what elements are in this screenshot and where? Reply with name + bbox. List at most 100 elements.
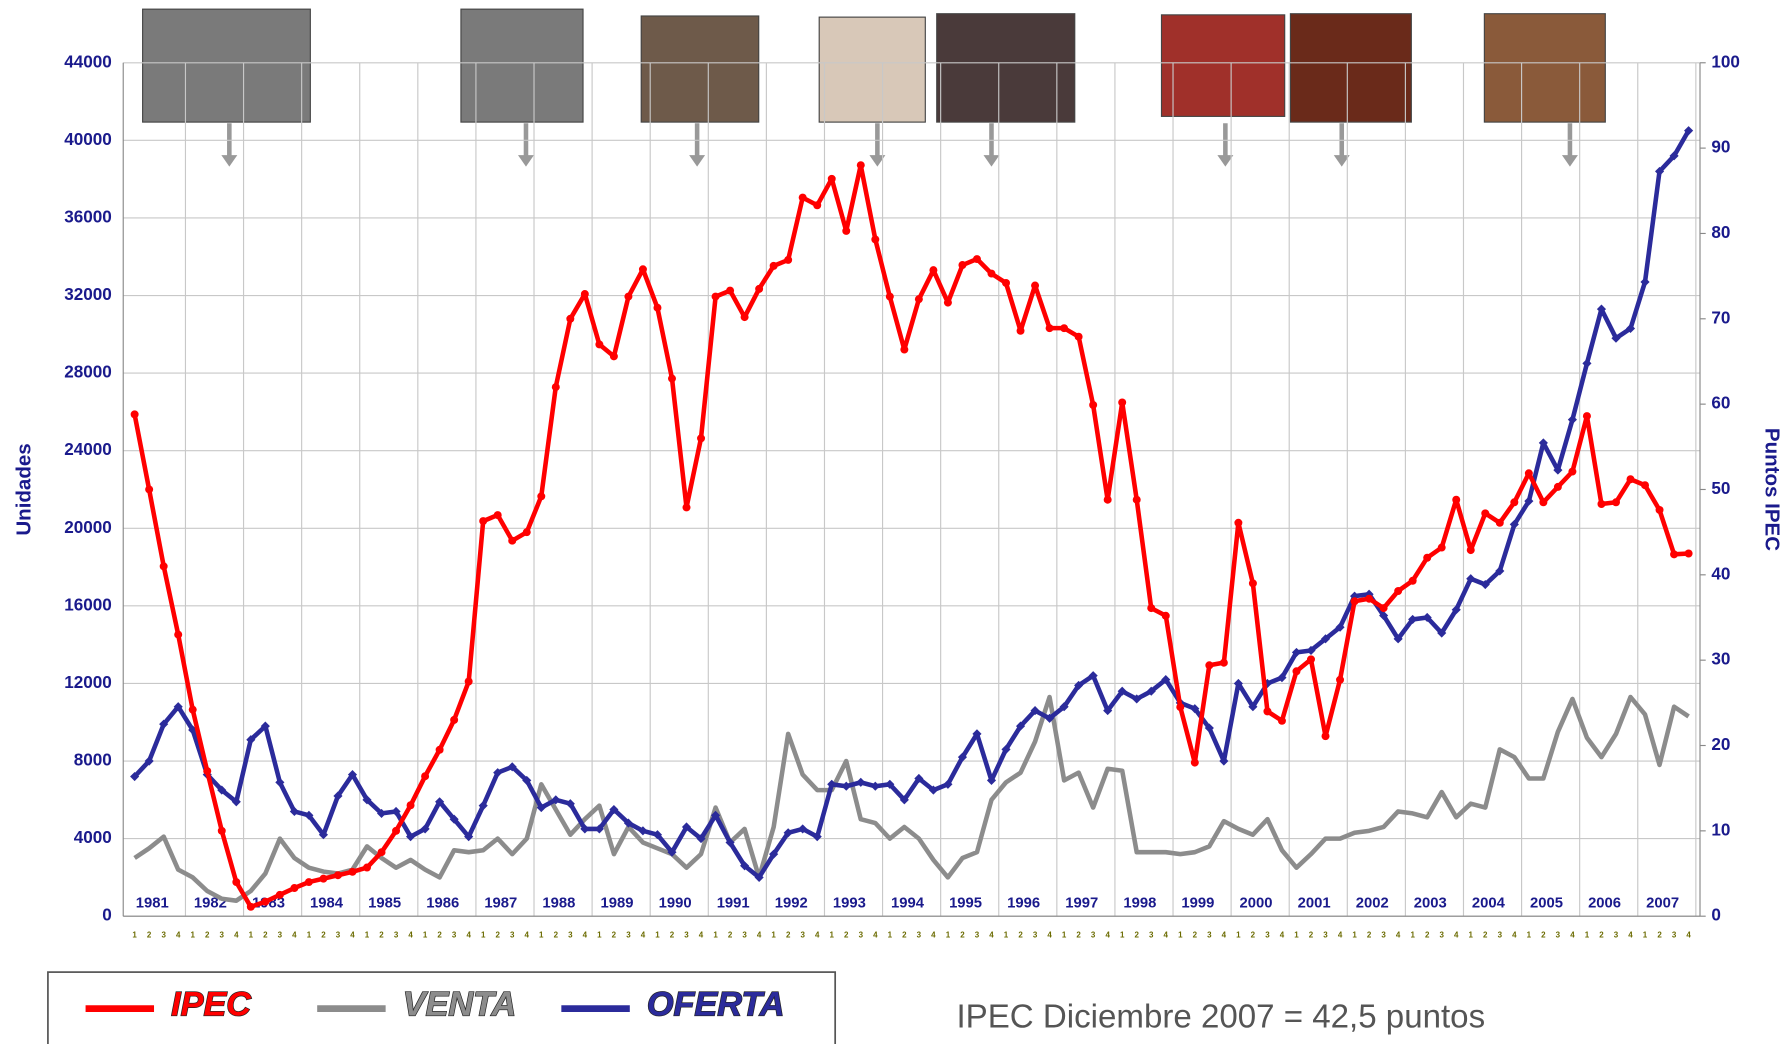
quarter-label: 1 [1062,931,1067,940]
point [1307,655,1315,664]
point [406,801,415,810]
point [145,485,154,494]
point [536,803,546,813]
point [1248,702,1258,712]
legend-label: VENTA [403,985,516,1023]
point [900,345,909,354]
point [217,785,227,795]
point [1074,332,1083,341]
quarter-label: 2 [263,931,268,940]
year-label: 1996 [1007,896,1040,912]
quarter-label: 3 [917,931,922,940]
quarter-label: 2 [147,931,152,940]
year-label: 2004 [1472,896,1506,912]
point [784,255,793,264]
point [261,897,270,906]
year-label: 1998 [1123,896,1156,912]
year-label: 1992 [775,896,808,912]
point [871,235,880,244]
point [856,161,865,170]
quarter-label: 3 [742,931,747,940]
quarter-label: 3 [161,931,166,940]
point [1074,680,1084,690]
point [217,826,226,835]
point [1553,482,1562,491]
quarter-label: 2 [1599,931,1604,940]
quarter-label: 4 [1512,931,1517,940]
y-axis-label: Unidades [13,443,36,535]
y-tick-label: 40000 [64,130,112,149]
point [333,871,342,880]
quarter-label: 4 [525,931,530,940]
point [682,503,691,512]
quarter-label: 4 [815,931,820,940]
quarter-label: 3 [1033,931,1038,940]
quarter-label: 2 [554,931,559,940]
quarter-label: 1 [1352,931,1357,940]
quarter-label: 4 [1570,931,1575,940]
year-label: 2005 [1530,896,1563,912]
y-tick-label: 0 [102,906,112,925]
point [188,705,197,714]
point [754,872,764,882]
point [363,863,371,872]
quarter-label: 4 [1338,931,1343,940]
legend-label: IPEC [171,985,252,1023]
point [595,340,604,349]
point [260,721,270,731]
y-tick-label: 36000 [64,207,112,226]
point [987,269,996,278]
point [827,174,836,183]
point [1205,661,1214,670]
year-label: 1985 [368,896,401,912]
point [972,729,982,739]
point [1524,469,1533,478]
point [1408,614,1418,625]
quarter-label: 2 [321,931,326,940]
quarter-label: 3 [278,931,283,940]
year-label: 1999 [1181,896,1214,912]
point [1626,475,1635,484]
y2-tick-label: 30 [1711,650,1730,669]
quarter-label: 3 [1149,931,1154,940]
point [1451,605,1461,615]
quarter-label: 1 [1236,931,1241,940]
quarter-label: 1 [1120,931,1125,940]
point [624,292,633,301]
year-label: 2006 [1588,896,1621,912]
arrow-heads [221,155,1578,167]
point [1670,550,1679,559]
point [1495,518,1504,527]
point [726,286,735,295]
point [246,902,255,911]
point [1204,723,1214,733]
quarter-label: 1 [423,931,428,940]
quarter-label: 4 [641,931,646,940]
point [304,878,313,887]
y-tick-label: 44000 [64,52,112,71]
year-label: 1993 [833,896,866,912]
point [653,303,662,312]
point [1641,481,1650,490]
y2-axis-label: Puntos IPEC [1760,428,1783,551]
point [1437,543,1446,552]
quarter-label: 1 [597,931,602,940]
point [537,492,546,501]
point [1248,579,1257,588]
y2-tick-label: 50 [1711,479,1730,498]
point [1568,467,1577,476]
point [1655,505,1664,514]
point [798,193,807,202]
point [1060,324,1069,333]
point [943,298,952,307]
quarter-label: 4 [1686,931,1691,940]
year-label: 1986 [426,896,459,912]
quarter-label: 2 [786,931,791,940]
quarter-label: 4 [1105,931,1110,940]
point [1510,498,1519,507]
point [348,867,357,876]
y2-tick-label: 100 [1711,52,1740,71]
point [347,770,358,780]
y2-tick-label: 60 [1711,394,1730,413]
point [479,517,488,526]
